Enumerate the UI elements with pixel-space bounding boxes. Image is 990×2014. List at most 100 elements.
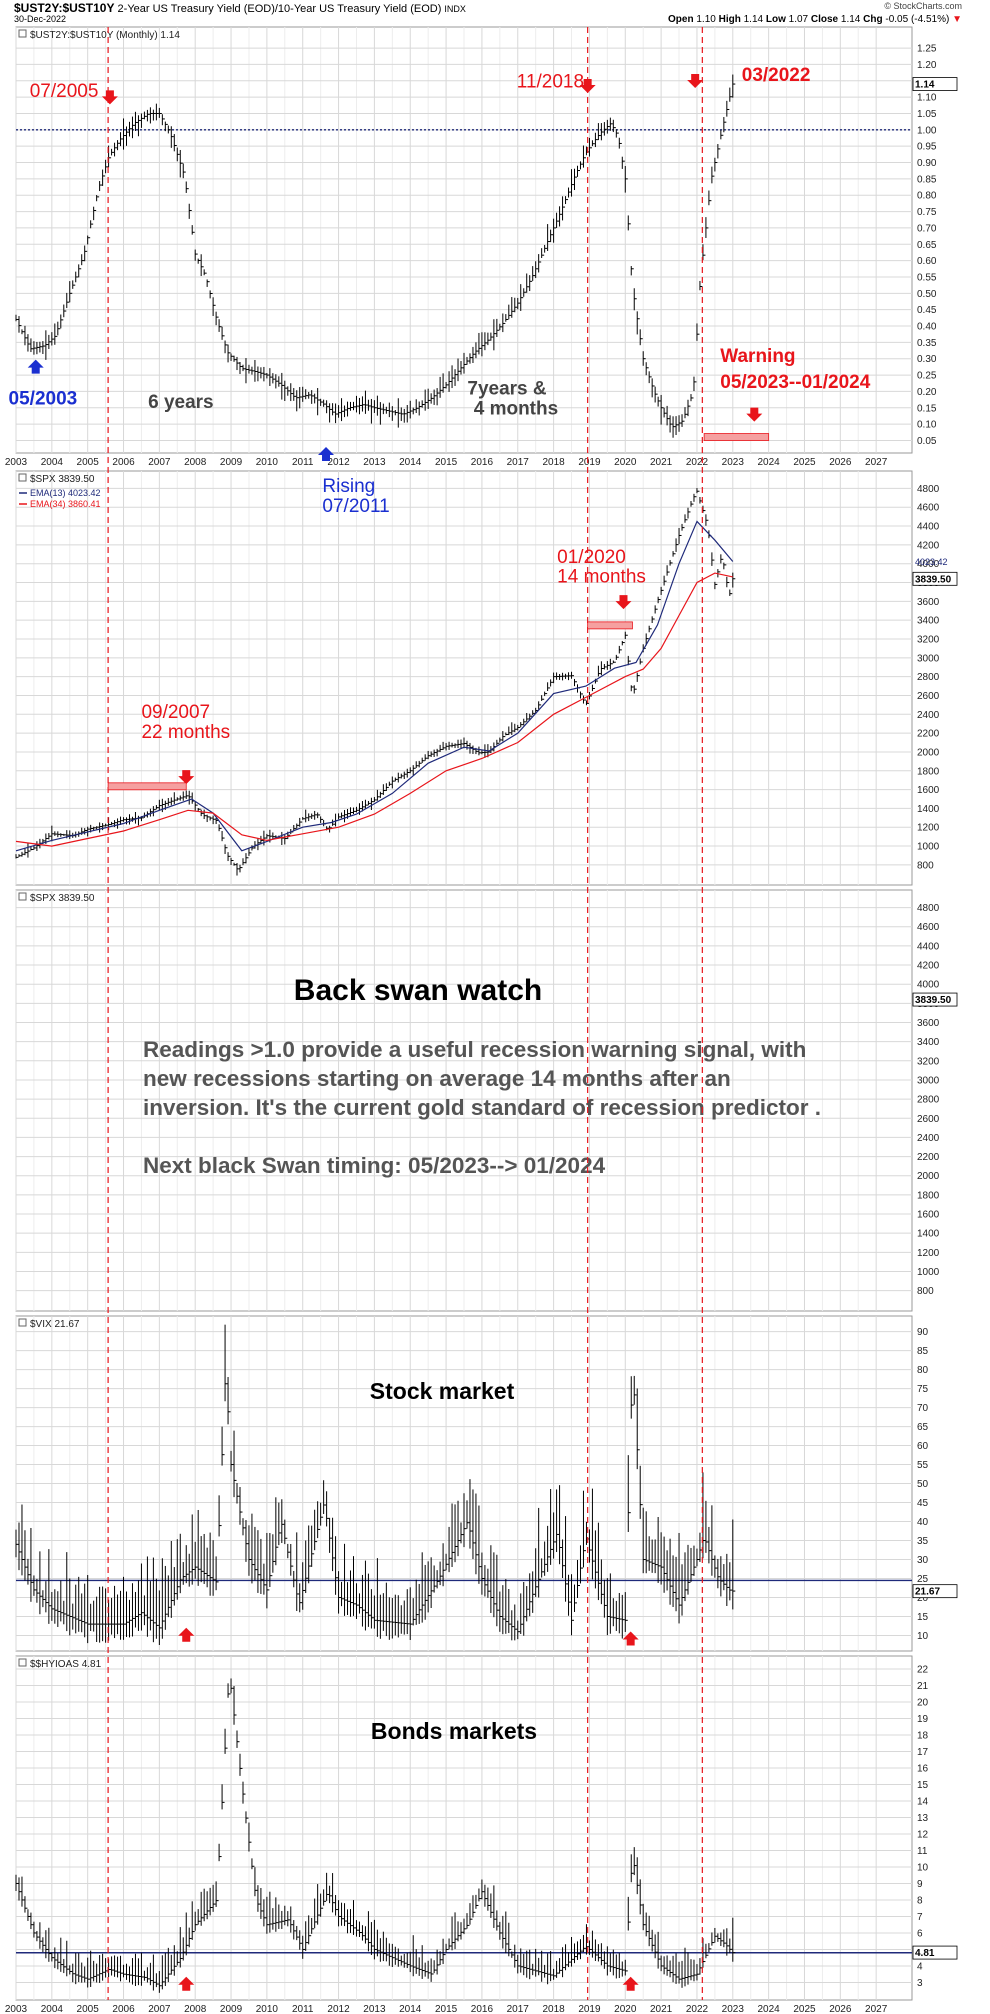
- ema13-line: [15, 520, 734, 852]
- y-tick-label: 0.30: [917, 354, 937, 365]
- down-arrow-icon: [178, 770, 195, 785]
- down-arrow-icon: ▼: [952, 14, 962, 25]
- y-tick-label: 1.20: [917, 60, 937, 71]
- y-tick-label: 7: [917, 1912, 923, 1923]
- lag-box-2005-2007: [107, 782, 187, 791]
- y-tick-label: 0.95: [917, 142, 937, 153]
- y-tick-label: 9: [917, 1879, 923, 1890]
- x-tick-label: 2024: [758, 457, 781, 468]
- down-arrow-icon: [101, 90, 118, 105]
- x-tick-label: 2004: [41, 457, 64, 468]
- x-tick-label: 2018: [542, 2004, 565, 2014]
- high-value: 1.14: [743, 14, 764, 25]
- y-tick-label: 19: [917, 1714, 929, 1725]
- y-tick-label: 3: [917, 1978, 923, 1989]
- annotation-label: 7years &: [467, 379, 547, 400]
- ema13-legend-label: EMA(13) 4023.42: [30, 488, 101, 498]
- y-tick-label: 90: [917, 1327, 929, 1338]
- x-tick-label: 2009: [220, 457, 243, 468]
- x-tick-label: 2005: [77, 457, 100, 468]
- y-tick-label: 45: [917, 1498, 929, 1509]
- y-tick-label: 17: [917, 1747, 929, 1758]
- y-tick-label: 3000: [917, 1075, 940, 1086]
- annotation-label: 6 years: [148, 392, 214, 413]
- x-tick-label: 2025: [793, 2004, 816, 2014]
- y-tick-label: 10: [917, 1631, 929, 1642]
- warning-window-box: [703, 433, 770, 441]
- close-value: 1.14: [840, 14, 861, 25]
- exchange: INDX: [444, 4, 466, 14]
- y-tick-label: 70: [917, 1403, 929, 1414]
- legend-icon: [18, 1658, 27, 1667]
- y-tick-label: 14: [917, 1796, 929, 1807]
- x-tick-label: 2027: [865, 457, 888, 468]
- x-tick-label: 2005: [77, 2004, 100, 2014]
- y-tick-label: 2600: [917, 1114, 940, 1125]
- legend-label: $UST2Y:$UST10Y (Monthly) 1.14: [30, 30, 180, 41]
- y-tick-label: 1200: [917, 823, 940, 834]
- x-tick-label: 2013: [363, 457, 386, 468]
- x-tick-label: 2017: [507, 2004, 530, 2014]
- panel-title: Stock market: [370, 1378, 515, 1404]
- y-tick-label: 50: [917, 1479, 929, 1490]
- y-tick-label: 3000: [917, 653, 940, 664]
- y-tick-label: 4400: [917, 941, 940, 952]
- ema13-tag: 4023.42: [915, 557, 948, 567]
- annotation-label: 07/2011: [322, 496, 389, 517]
- lag-box-2018-2020: [587, 621, 633, 630]
- legend-label: $VIX 21.67: [30, 1319, 80, 1330]
- annotation-label: 09/2007: [141, 702, 210, 723]
- y-tick-label: 1400: [917, 804, 940, 815]
- y-tick-label: 0.25: [917, 371, 937, 382]
- y-tick-label: 0.45: [917, 305, 937, 316]
- body-text-line: Readings >1.0 provide a useful recession…: [143, 1037, 806, 1062]
- y-tick-label: 0.65: [917, 240, 937, 251]
- y-tick-label: 1.10: [917, 93, 937, 104]
- x-tick-label: 2003: [5, 2004, 28, 2014]
- annotation-label: Warning: [720, 346, 795, 367]
- body-text-line: Next black Swan timing: 05/2023--> 01/20…: [143, 1153, 606, 1178]
- up-arrow-icon: [178, 1627, 195, 1642]
- y-tick-label: 20: [917, 1697, 929, 1708]
- x-tick-label: 2009: [220, 2004, 243, 2014]
- x-tick-label: 2022: [686, 2004, 709, 2014]
- price-bars: [15, 74, 736, 438]
- y-tick-label: 15: [917, 1780, 929, 1791]
- y-tick-label: 1800: [917, 1190, 940, 1201]
- down-arrow-icon: [579, 78, 596, 93]
- down-arrow-icon: [746, 407, 763, 422]
- y-tick-label: 2000: [917, 747, 940, 758]
- x-tick-label: 2020: [614, 2004, 637, 2014]
- y-tick-label: 3400: [917, 616, 940, 627]
- x-tick-label: 2014: [399, 457, 422, 468]
- y-tick-label: 16: [917, 1763, 929, 1774]
- y-tick-label: 2400: [917, 1133, 940, 1144]
- y-tick-label: 4600: [917, 503, 940, 514]
- panel-title: Bonds markets: [371, 1718, 537, 1744]
- change-value: -0.05 (-4.51%): [885, 14, 950, 25]
- panel-blank: 800 1000 1200 1400 1600 1800 2000 2200 2400 2600 2…: [15, 889, 958, 1312]
- y-tick-label: 10: [917, 1862, 929, 1873]
- x-tick-label: 2010: [256, 457, 279, 468]
- y-tick-label: 30: [917, 1555, 929, 1566]
- y-tick-label: 0.10: [917, 420, 937, 431]
- y-tick-label: 0.55: [917, 272, 937, 283]
- x-tick-label: 2011: [292, 457, 314, 468]
- y-tick-label: 85: [917, 1346, 929, 1357]
- x-tick-label: 2024: [758, 2004, 781, 2014]
- up-arrow-icon: [178, 1976, 195, 1991]
- panel-hyoas: 345678910111213141516171819202122$$HYIOA…: [15, 1655, 958, 2001]
- y-tick-label: 1600: [917, 785, 940, 796]
- down-arrow-icon: [687, 74, 704, 89]
- price-tag-box: [912, 571, 958, 586]
- y-tick-label: 0.60: [917, 256, 937, 267]
- x-tick-label: 2026: [829, 2004, 852, 2014]
- y-tick-label: 2400: [917, 710, 940, 721]
- panel-ratio: 0.05 0.10 0.15 0.20 0.25 0.30 0.35 0.40 0.45 0.50…: [9, 26, 958, 454]
- price-tag: 1.14: [915, 80, 935, 91]
- y-tick-label: 1600: [917, 1210, 940, 1221]
- open-value: 1.10: [696, 14, 716, 25]
- annotation-label: Rising: [322, 476, 375, 497]
- annotation-label: 05/2003: [9, 388, 78, 409]
- up-arrow-icon: [622, 1976, 639, 1991]
